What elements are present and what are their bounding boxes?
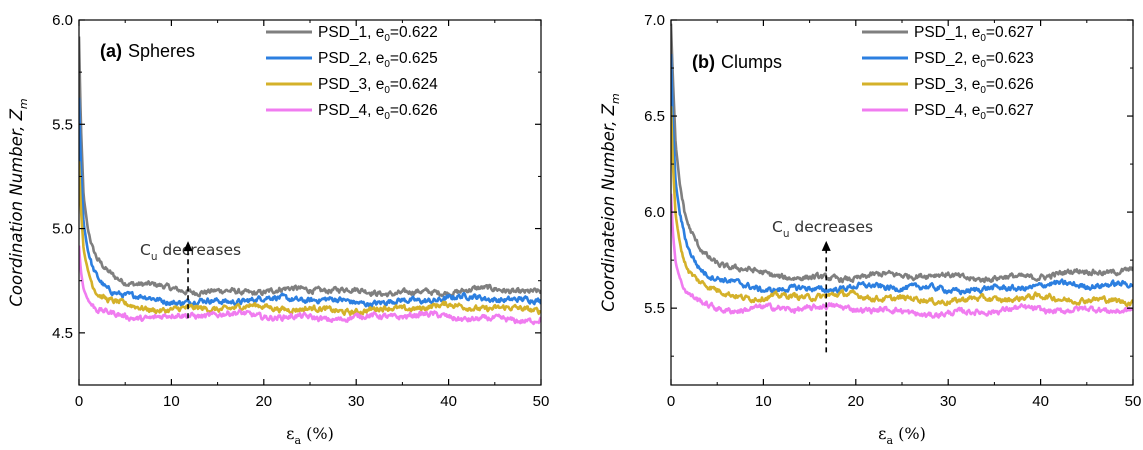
x-tick-label: 20: [847, 393, 864, 410]
panel-label: (a) Spheres: [100, 41, 195, 61]
annotation-text: Cu decreases: [140, 241, 241, 263]
y-tick-label: 6.0: [52, 12, 73, 29]
legend: PSD_1, e0=0.622 PSD_2, e0=0.625 PSD_3, e0=…: [266, 24, 438, 122]
y-tick-label: 5.5: [52, 116, 73, 133]
x-tick-label: 40: [440, 393, 457, 410]
chart-panel-b: 0 10 20 30 40 50 5.5 6.0 6.5 7.0 εa (%) Coordinatei…: [599, 12, 1141, 447]
annotation-arrow-head: [821, 240, 831, 251]
x-tick-label: 0: [667, 393, 675, 410]
x-tick-label: 30: [348, 393, 365, 410]
series-line-3: [79, 161, 541, 317]
legend-label-4: PSD_4, e0=0.626: [318, 102, 438, 122]
legend-label-2: PSD_2, e0=0.623: [914, 50, 1034, 70]
y-tick-label: 6.5: [644, 108, 665, 125]
x-axis-label: εa (%): [286, 424, 334, 447]
x-tick-label: 50: [533, 393, 550, 410]
series-group: [79, 36, 541, 326]
y-tick-label: 7.0: [644, 12, 665, 29]
y-axis-label: Coordination Number, Zm: [7, 98, 30, 306]
series-line-1: [79, 36, 541, 298]
annotation-arrow-head: [183, 241, 193, 252]
y-axis-label: Coordinateion Number, Zm: [599, 93, 622, 311]
legend-label-1: PSD_1, e0=0.622: [318, 24, 438, 44]
series-line-4: [79, 245, 541, 326]
x-axis-label: εa (%): [878, 424, 926, 447]
x-tick-label: 40: [1032, 393, 1049, 410]
y-tick-label: 5.5: [644, 300, 665, 317]
x-tick-label: 50: [1125, 393, 1142, 410]
y-tick-label: 4.5: [52, 325, 73, 342]
y-tick-label: 6.0: [644, 204, 665, 221]
series-line-1: [671, 23, 1133, 284]
legend-label-3: PSD_3, e0=0.626: [914, 76, 1034, 96]
chart-panel-a: 0 10 20 30 40 50 4.5 5.0 5.5 6.0 εa (%) Coordinatio…: [7, 12, 549, 447]
panel-label: (b) Clumps: [692, 52, 782, 72]
legend-label-3: PSD_3, e0=0.624: [318, 76, 438, 96]
plot-frame: [670, 19, 1134, 386]
legend-label-1: PSD_1, e0=0.627: [914, 24, 1034, 44]
series-line-2: [671, 54, 1133, 296]
y-tick-label: 5.0: [52, 221, 73, 238]
annotation-text: Cu decreases: [772, 218, 873, 240]
x-tick-label: 10: [755, 393, 772, 410]
series-line-3: [671, 106, 1133, 308]
x-tick-label: 20: [255, 393, 272, 410]
plot-frame: [78, 19, 542, 386]
series-line-4: [671, 193, 1133, 319]
legend-label-2: PSD_2, e0=0.625: [318, 50, 438, 70]
legend: PSD_1, e0=0.627 PSD_2, e0=0.623 PSD_3, e0=…: [862, 24, 1034, 122]
series-line-2: [79, 97, 541, 309]
x-tick-label: 10: [163, 393, 180, 410]
x-tick-label: 30: [940, 393, 957, 410]
x-tick-label: 0: [75, 393, 83, 410]
legend-label-4: PSD_4, e0=0.627: [914, 102, 1034, 122]
series-group: [671, 23, 1133, 319]
